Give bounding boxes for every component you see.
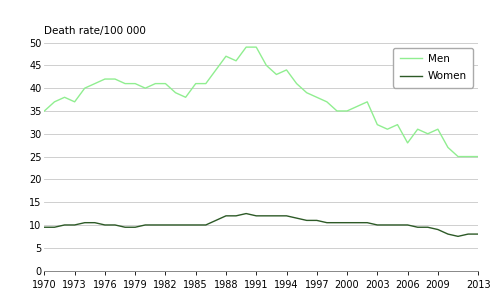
Women [304, 219, 310, 222]
Women [263, 214, 269, 218]
Men [435, 127, 441, 131]
Women [435, 228, 441, 231]
Men [203, 82, 209, 85]
Line: Men: Men [44, 47, 478, 157]
Women [415, 226, 421, 229]
Men [112, 77, 118, 81]
Women [445, 232, 451, 236]
Men [445, 146, 451, 149]
Men [142, 86, 148, 90]
Women [213, 219, 219, 222]
Women [203, 223, 209, 227]
Men [475, 155, 481, 158]
Men [62, 95, 68, 99]
Women [193, 223, 199, 227]
Men [193, 82, 199, 85]
Women [132, 226, 138, 229]
Men [465, 155, 471, 158]
Women [425, 226, 431, 229]
Men [163, 82, 169, 85]
Women [294, 216, 300, 220]
Men [405, 141, 411, 145]
Women [102, 223, 108, 227]
Text: Death rate/100 000: Death rate/100 000 [44, 26, 146, 36]
Women [475, 232, 481, 236]
Women [274, 214, 280, 218]
Women [455, 235, 461, 238]
Women [364, 221, 370, 224]
Women [92, 221, 98, 224]
Men [152, 82, 158, 85]
Women [334, 221, 340, 224]
Men [92, 82, 98, 85]
Women [354, 221, 360, 224]
Men [283, 68, 289, 72]
Women [152, 223, 158, 227]
Men [253, 45, 259, 49]
Men [385, 127, 390, 131]
Men [102, 77, 108, 81]
Men [334, 109, 340, 113]
Men [354, 105, 360, 108]
Men [183, 95, 189, 99]
Women [173, 223, 178, 227]
Men [304, 91, 310, 95]
Women [465, 232, 471, 236]
Men [415, 127, 421, 131]
Women [71, 223, 77, 227]
Women [385, 223, 390, 227]
Men [132, 82, 138, 85]
Women [283, 214, 289, 218]
Women [253, 214, 259, 218]
Men [173, 91, 178, 95]
Men [274, 73, 280, 76]
Women [344, 221, 350, 224]
Women [62, 223, 68, 227]
Women [233, 214, 239, 218]
Men [223, 54, 229, 58]
Men [425, 132, 431, 136]
Men [213, 68, 219, 72]
Men [364, 100, 370, 104]
Men [394, 123, 400, 126]
Men [263, 64, 269, 67]
Women [142, 223, 148, 227]
Women [82, 221, 88, 224]
Women [223, 214, 229, 218]
Women [112, 223, 118, 227]
Men [71, 100, 77, 104]
Women [51, 226, 57, 229]
Men [294, 82, 300, 85]
Men [51, 100, 57, 104]
Men [243, 45, 249, 49]
Women [314, 219, 320, 222]
Men [122, 82, 128, 85]
Women [405, 223, 411, 227]
Men [314, 95, 320, 99]
Men [344, 109, 350, 113]
Men [82, 86, 88, 90]
Men [455, 155, 461, 158]
Women [122, 226, 128, 229]
Men [374, 123, 380, 126]
Women [183, 223, 189, 227]
Women [394, 223, 400, 227]
Women [324, 221, 330, 224]
Line: Women: Women [44, 213, 478, 237]
Legend: Men, Women: Men, Women [393, 48, 473, 88]
Women [243, 212, 249, 215]
Men [233, 59, 239, 63]
Men [41, 109, 47, 113]
Women [163, 223, 169, 227]
Men [324, 100, 330, 104]
Women [41, 226, 47, 229]
Women [374, 223, 380, 227]
